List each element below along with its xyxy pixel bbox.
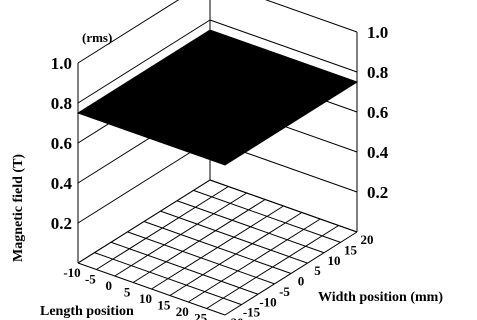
y-tick-label: -5 — [279, 284, 290, 299]
z-tick-label-left: 0.8 — [51, 94, 72, 113]
z-tick-label-right: 0.6 — [367, 103, 388, 122]
y-tick-label: 0 — [298, 274, 305, 289]
floor-gridline-y — [94, 252, 242, 306]
floor-gridline-y — [209, 179, 358, 233]
x-tick-label: -5 — [85, 272, 96, 287]
y-tick-label: -10 — [259, 294, 276, 309]
x-tick-label: -10 — [63, 265, 80, 280]
y-tick-label: -15 — [243, 305, 261, 320]
surface-patch — [76, 29, 359, 166]
y-axis-title: Width position (mm) — [318, 290, 443, 305]
y-tick-label: -20 — [226, 315, 243, 320]
unit-note: (rms) — [82, 30, 112, 45]
x-tick-label: 15 — [157, 298, 171, 313]
left-wall-gridline — [77, 139, 211, 224]
floor-gridline-y — [143, 221, 292, 274]
x-tick-label: 30 — [213, 317, 226, 320]
x-tick-label: 20 — [176, 304, 189, 319]
floor-grid — [77, 179, 358, 316]
z-tick-label-left: 0.2 — [51, 214, 72, 233]
surface-layer — [76, 29, 359, 166]
floor-gridline-y — [160, 210, 308, 264]
z-axis-title: Magnetic field (T) — [11, 154, 26, 262]
z-tick-label-right: 0.2 — [367, 183, 388, 202]
floor-gridline-y — [176, 200, 325, 254]
tick-labels: 0.20.20.40.40.60.60.80.81.01.0-10 -5 0 5 10 1… — [51, 23, 389, 320]
z-tick-label-left: 1.0 — [51, 54, 72, 73]
z-tick-label-left: 0.6 — [51, 134, 72, 153]
left-wall-gridline — [77, 19, 211, 104]
x-tick-label: 25 — [194, 311, 208, 320]
floor-gridline-y — [77, 262, 226, 316]
y-tick-label: 10 — [328, 253, 341, 268]
z-tick-label-right: 0.4 — [367, 143, 389, 162]
y-tick-label: 5 — [314, 263, 321, 278]
x-tick-label: 5 — [124, 285, 131, 300]
left-wall-gridline — [77, 0, 180, 64]
x-tick-label: 0 — [106, 278, 113, 293]
z-tick-label-right: 0.8 — [367, 63, 388, 82]
z-tick-label-left: 0.4 — [51, 174, 73, 193]
floor-gridline-y — [127, 231, 275, 285]
z-tick-label-right: 1.0 — [367, 23, 388, 42]
x-tick-label: 10 — [139, 291, 152, 306]
floor-gridline-y — [193, 189, 341, 243]
right-wall-gridline — [209, 19, 358, 73]
floor-gridline-y — [110, 241, 259, 295]
x-axis-title: Length position — [40, 304, 134, 319]
y-tick-label: 15 — [344, 242, 358, 257]
y-tick-label: 20 — [361, 232, 374, 247]
right-wall-gridline — [265, 0, 358, 33]
